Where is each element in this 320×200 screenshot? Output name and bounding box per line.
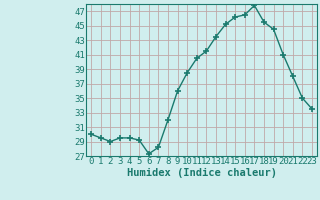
X-axis label: Humidex (Indice chaleur): Humidex (Indice chaleur) bbox=[127, 168, 276, 178]
